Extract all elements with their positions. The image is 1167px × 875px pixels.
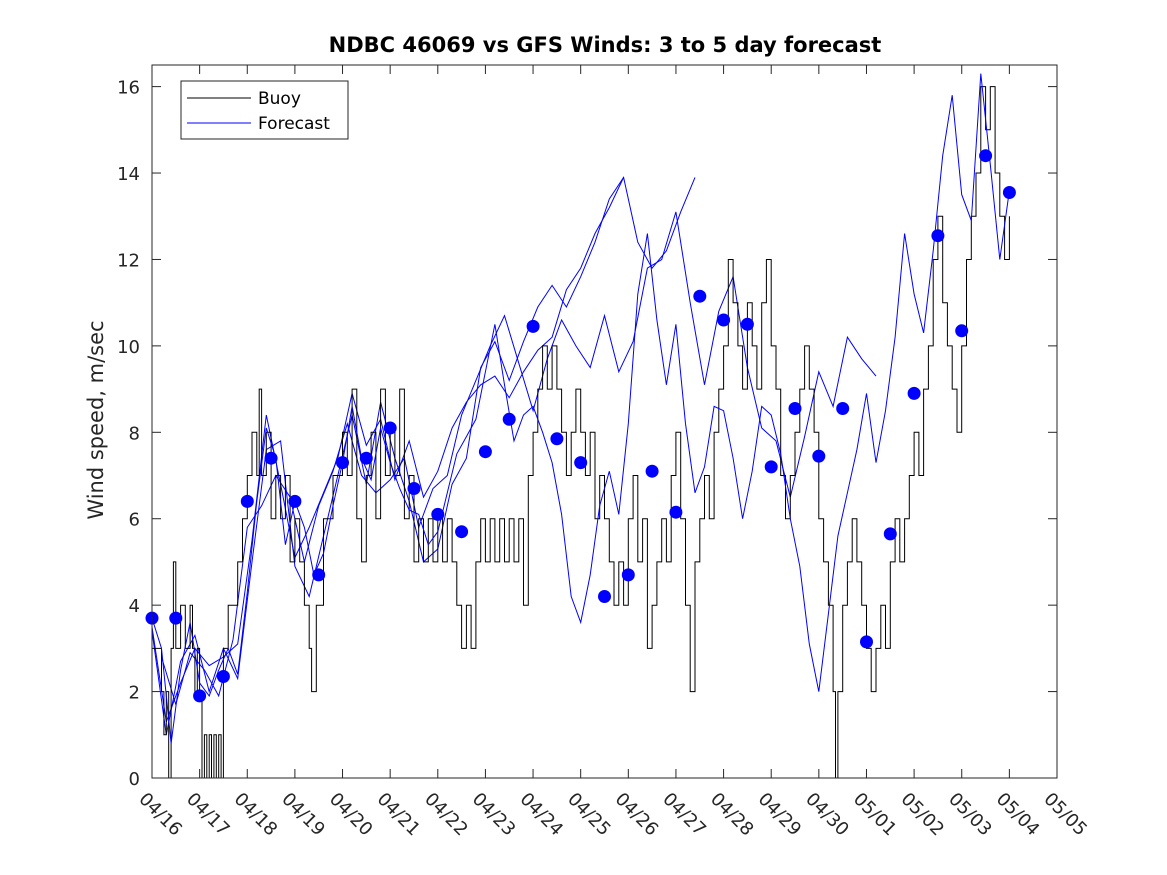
y-tick-label: 12 — [117, 250, 140, 271]
forecast-marker-20 — [621, 568, 635, 582]
forecast-marker-10 — [383, 421, 397, 435]
forecast-marker-31 — [883, 527, 897, 541]
y-axis-label: Wind speed, m/sec — [84, 320, 108, 519]
forecast-marker-25 — [740, 317, 754, 331]
forecast-marker-8 — [336, 456, 349, 470]
y-tick-label: 16 — [117, 78, 140, 99]
forecast-marker-34 — [955, 324, 969, 338]
series-line-buoy — [152, 86, 1010, 779]
forecast-marker-7 — [312, 568, 326, 582]
forecast-marker-14 — [478, 445, 492, 459]
forecast-marker-24 — [717, 313, 731, 327]
y-tick-label: 10 — [117, 337, 140, 358]
forecast-marker-17 — [550, 432, 564, 446]
forecast-marker-11 — [407, 482, 421, 495]
forecast-marker-16 — [526, 319, 540, 333]
plot-frame — [151, 64, 1058, 779]
chart-title: NDBC 46069 vs GFS Winds: 3 to 5 day fore… — [329, 33, 882, 57]
forecast-marker-4 — [240, 494, 254, 508]
y-tick-label: 4 — [129, 596, 140, 617]
legend: Buoy Forecast — [180, 80, 349, 140]
forecast-marker-36 — [1002, 186, 1016, 199]
forecast-marker-28 — [812, 449, 826, 463]
legend-label-buoy: Buoy — [258, 89, 301, 109]
forecast-marker-21 — [645, 464, 659, 478]
legend-box — [180, 80, 349, 140]
forecast-marker-22 — [669, 505, 683, 519]
forecast-marker-23 — [693, 289, 707, 303]
forecast-marker-9 — [359, 451, 373, 465]
forecast-marker-2 — [193, 689, 207, 703]
forecast-marker-12 — [431, 507, 445, 521]
y-tick-label: 14 — [117, 164, 140, 185]
y-tick-label: 8 — [129, 423, 140, 444]
series-layer — [145, 73, 1016, 779]
forecast-marker-1 — [169, 611, 183, 625]
forecast-marker-33 — [931, 229, 945, 243]
forecast-marker-19 — [598, 590, 611, 603]
legend-label-forecast: Forecast — [258, 114, 330, 134]
plot-area — [152, 65, 1057, 778]
forecast-marker-32 — [907, 386, 921, 400]
forecast-marker-26 — [764, 460, 778, 474]
y-tick-label: 0 — [129, 769, 140, 790]
forecast-marker-5 — [264, 451, 278, 465]
forecast-marker-6 — [288, 494, 302, 508]
forecast-marker-18 — [574, 456, 588, 470]
forecast-marker-3 — [216, 670, 230, 683]
y-tick-label: 2 — [129, 683, 140, 704]
forecast-marker-27 — [788, 402, 802, 415]
forecast-marker-29 — [836, 402, 850, 415]
forecast-marker-35 — [979, 149, 993, 163]
forecast-marker-13 — [455, 525, 469, 539]
y-tick-label: 6 — [129, 510, 140, 531]
forecast-marker-15 — [502, 412, 516, 426]
forecast-marker-30 — [860, 635, 873, 649]
